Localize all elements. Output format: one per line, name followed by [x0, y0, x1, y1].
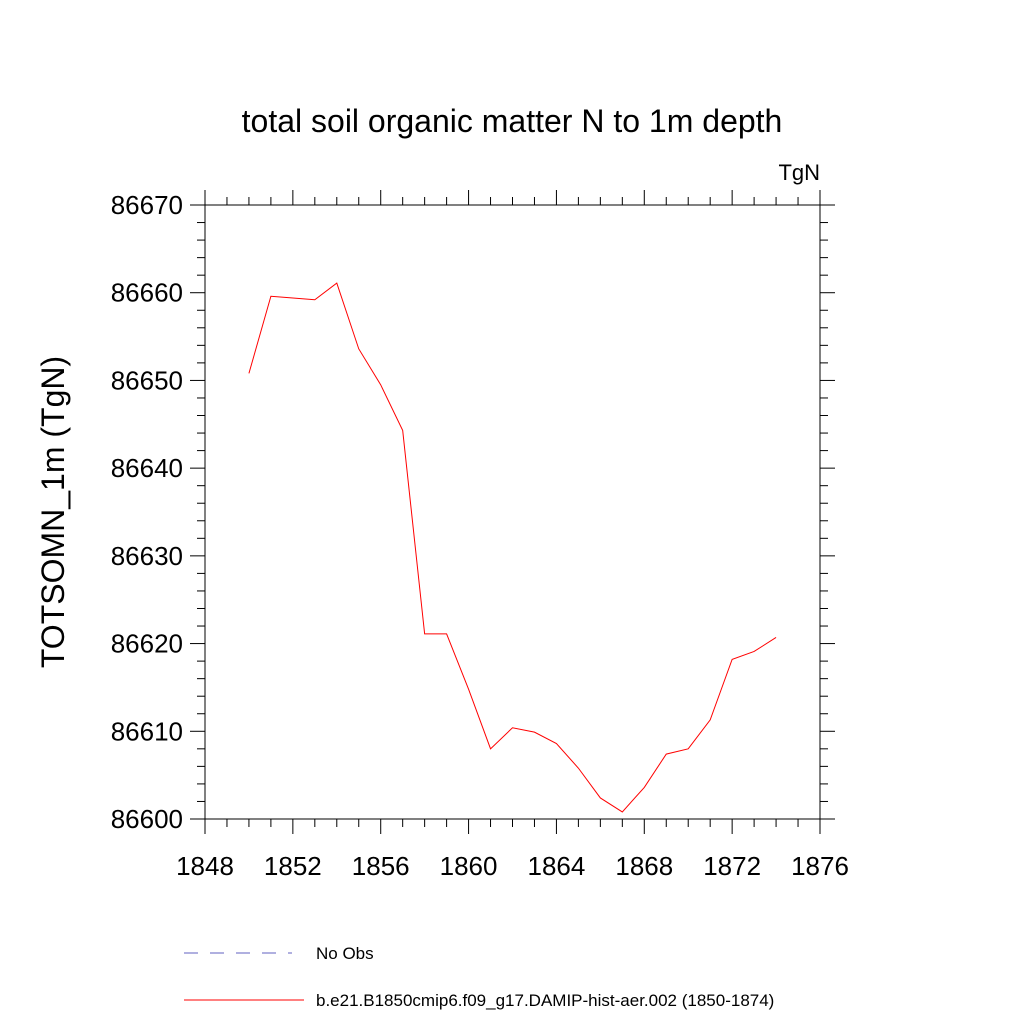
- y-tick-label: 86610: [111, 716, 183, 746]
- y-tick-label: 86600: [111, 804, 183, 834]
- legend: No Obs b.e21.B1850cmip6.f09_g17.DAMIP-hi…: [184, 944, 774, 1010]
- units-label: TgN: [778, 160, 820, 185]
- plot-area: [190, 190, 835, 834]
- y-axis-label: TOTSOMN_1m (TgN): [35, 356, 71, 668]
- x-tick-labels: 1848 1852 1856 1860 1864 1868 1872 1876: [176, 851, 849, 881]
- series-line-1: [248, 282, 777, 813]
- chart-title: total soil organic matter N to 1m depth: [242, 103, 783, 139]
- y-tick-label: 86670: [111, 190, 183, 220]
- x-tick-label: 1852: [264, 851, 322, 881]
- y-tick-label: 86660: [111, 278, 183, 308]
- plot-frame: [204, 204, 821, 820]
- x-tick-label: 1876: [791, 851, 849, 881]
- x-tick-label: 1872: [703, 851, 761, 881]
- x-tick-label: 1868: [615, 851, 673, 881]
- x-tick-label: 1860: [440, 851, 498, 881]
- y-tick-label: 86620: [111, 629, 183, 659]
- y-tick-label: 86650: [111, 365, 183, 395]
- x-tick-label: 1856: [352, 851, 410, 881]
- legend-label-model: b.e21.B1850cmip6.f09_g17.DAMIP-hist-aer.…: [316, 991, 774, 1010]
- y-tick-labels: 86600 86610 86620 86630 86640 86650 86660 86670: [111, 190, 183, 834]
- y-tick-label: 86640: [111, 453, 183, 483]
- y-tick-label: 86630: [111, 541, 183, 571]
- x-tick-label: 1848: [176, 851, 234, 881]
- series-layer: [248, 282, 777, 813]
- x-tick-label: 1864: [528, 851, 586, 881]
- legend-label-no-obs: No Obs: [316, 944, 374, 963]
